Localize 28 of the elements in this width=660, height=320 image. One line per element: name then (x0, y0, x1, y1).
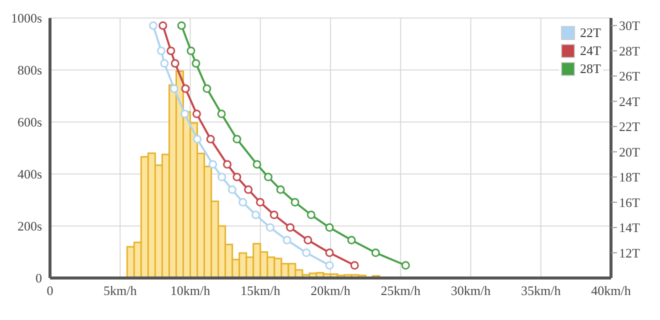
y-tick-label: 1000s (10, 10, 42, 26)
y2-tick-label: 26T (619, 68, 640, 84)
x-tick-label: 15km/h (240, 283, 281, 298)
y2-tick-label: 20T (619, 144, 640, 160)
y2-tick-label: 28T (619, 43, 640, 58)
legend-label: 28T (580, 61, 601, 77)
y2-tick-label: 24T (619, 94, 640, 109)
y2-tick-label: 30T (619, 18, 640, 34)
y-tick-label: 800s (17, 62, 42, 78)
y-tick-label: 600s (17, 114, 42, 130)
y2-tick-label: 22T (619, 119, 640, 134)
y2-tick-label: 16T (619, 194, 640, 210)
x-tick-label: 40km/h (591, 283, 632, 298)
x-tick-label: 10km/h (170, 283, 211, 298)
legend-label: 22T (580, 25, 601, 41)
y2-tick-label: 18T (619, 170, 640, 185)
x-tick-label: 30km/h (450, 283, 492, 298)
y-tick-label: 200s (17, 218, 42, 234)
y2-tick-label: 12T (619, 245, 640, 260)
x-tick-label: 5km/h (104, 283, 138, 298)
x-tick-label: 20km/h (310, 283, 351, 298)
x-tick-label: 35km/h (521, 283, 562, 298)
y-tick-label: 0 (36, 270, 42, 286)
y2-tick-label: 14T (619, 220, 640, 236)
x-tick-label: 25km/h (380, 283, 421, 298)
x-tick-label: 0 (46, 283, 54, 298)
legend-label: 24T (580, 43, 601, 59)
y-tick-label: 400s (17, 166, 42, 182)
